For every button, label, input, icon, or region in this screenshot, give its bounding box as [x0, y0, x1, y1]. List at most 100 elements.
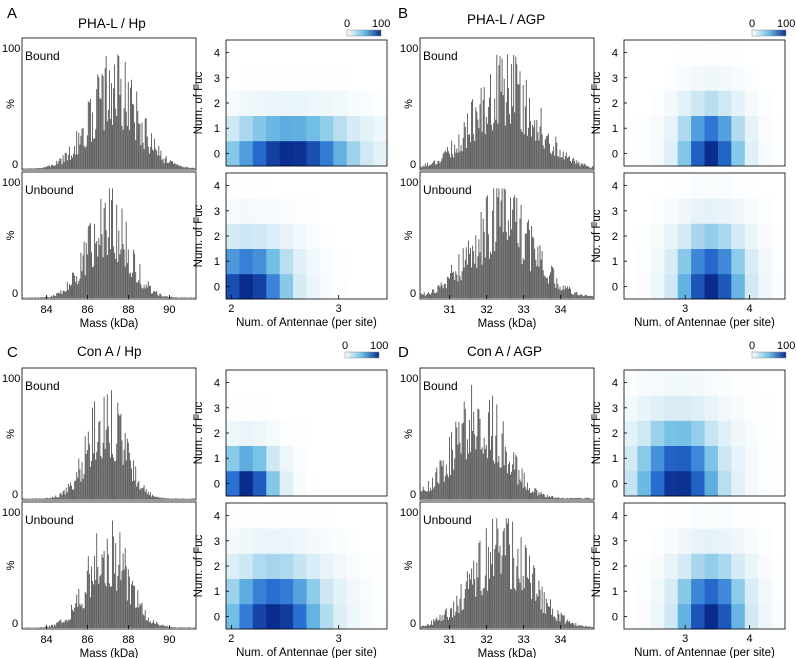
spectrum-unbound: Unbound 100 0% 31 32 33 34 Mass (kDa): [400, 501, 595, 658]
heatmap-cell: [266, 395, 281, 421]
heatmap-cell: [704, 578, 719, 605]
heatmap-cell: [744, 248, 759, 275]
heatmap-cell: [624, 273, 638, 300]
colorbar-bar: [346, 29, 382, 37]
heatmap-cell: [306, 420, 321, 446]
heatmap-cell: [266, 420, 281, 446]
heatmap-cell: [346, 553, 361, 579]
heatmap-ytick-label: 2: [214, 231, 220, 243]
heatmap-cell: [346, 420, 361, 446]
heatmap-cell: [319, 140, 334, 167]
heatmap-xtick-label: 3: [336, 303, 342, 315]
heatmap-cell: [239, 90, 254, 116]
heatmap-cell: [226, 198, 240, 224]
heatmap-cell: [771, 140, 786, 167]
heatmap-cell: [758, 470, 772, 497]
heatmap-cell: [758, 370, 772, 396]
heatmap-x-label: Num. of Antennae (per site): [236, 317, 377, 329]
heatmap-ytick-label: 2: [214, 561, 220, 573]
heatmap-cell: [624, 370, 638, 396]
heatmap-ytick-label: 3: [612, 536, 618, 548]
heatmap-cell: [306, 90, 321, 116]
heatmap-cell: [346, 248, 361, 275]
heatmap-cell: [226, 395, 240, 421]
heatmap-cell: [704, 140, 719, 167]
heatmap-cell: [650, 528, 665, 554]
heatmap-y-label: Num. of Fuc: [591, 401, 603, 464]
heatmap-y-label: Num. of Fuc: [193, 71, 205, 134]
heatmap-cell: [691, 90, 705, 116]
spectrum-xtick-label: 86: [81, 304, 93, 316]
heatmap-ytick-label: 4: [612, 378, 618, 390]
heatmap-cell: [333, 140, 348, 167]
heatmap-cell: [744, 65, 759, 91]
heatmap-cell: [771, 470, 786, 497]
heatmap-cell: [360, 603, 374, 630]
heatmap-cell: [650, 173, 665, 199]
heatmap-cell: [360, 395, 374, 421]
heatmap-cell: [624, 420, 638, 446]
spectrum-ytick-0: 0: [410, 618, 416, 630]
heatmap-cell: [333, 65, 348, 91]
heatmap-cell: [731, 420, 746, 446]
colorbar-min-label: 0: [344, 18, 350, 30]
heatmap-cell: [239, 140, 254, 167]
spectrum-xtick-label: 86: [81, 634, 93, 646]
heatmap-cell: [758, 273, 772, 300]
heatmap-cell: [624, 90, 638, 116]
heatmap-cell: [333, 603, 348, 630]
heatmap-cell: [731, 223, 746, 249]
heatmap-cell: [717, 115, 732, 142]
heatmap-cell: [279, 40, 294, 66]
heatmap-cell: [650, 603, 665, 630]
heatmap-cell: [677, 528, 692, 554]
heatmap-cell: [319, 65, 334, 91]
spectrum-y-label: %: [5, 560, 17, 570]
heatmap-cell: [731, 173, 746, 199]
heatmap-cell: [717, 603, 732, 630]
heatmap-cell: [239, 528, 254, 554]
heatmap-ytick-label: 4: [214, 48, 220, 60]
heatmap-ytick-label: 2: [612, 98, 618, 110]
heatmap-cell: [373, 248, 388, 275]
heatmap-bound: 0 1 2 3 4 Num. of Fuc: [193, 39, 388, 167]
heatmap-cell: [346, 445, 361, 472]
heatmap-ytick-label: 1: [214, 123, 220, 135]
heatmap-cell: [293, 470, 307, 497]
heatmap-cell: [758, 223, 772, 249]
heatmap-cell: [744, 173, 759, 199]
heatmap-ytick-label: 2: [214, 428, 220, 440]
heatmap-cell: [637, 420, 652, 446]
heatmap-cell: [333, 248, 348, 275]
heatmap-cell: [717, 90, 732, 116]
heatmap-cell: [677, 115, 692, 142]
heatmap-cell: [252, 223, 267, 249]
heatmap-cell: [744, 223, 759, 249]
heatmap-cell: [319, 503, 334, 529]
heatmap-cell: [346, 470, 361, 497]
heatmap-cell: [637, 140, 652, 167]
heatmap-cell: [717, 578, 732, 605]
heatmap-cell: [744, 273, 759, 300]
spectrum-x-label: Mass (kDa): [80, 318, 139, 330]
heatmap-cell: [360, 40, 374, 66]
heatmap-cell: [624, 140, 638, 167]
heatmap-cell: [677, 173, 692, 199]
spectrum-xtick-label: 31: [443, 304, 455, 316]
panel-letter: A: [7, 5, 17, 22]
heatmap-cell: [346, 90, 361, 116]
heatmap-cell: [306, 248, 321, 275]
spectrum-state-label: Unbound: [25, 513, 74, 527]
heatmap-unbound: 0 1 2 3 4 No. of Fuc 3 4 Num. of Antennae (per s…: [591, 172, 786, 329]
heatmap-cell: [758, 578, 772, 605]
heatmap-cell: [650, 248, 665, 275]
heatmap-cell: [373, 115, 388, 142]
heatmap-cell: [704, 65, 719, 91]
heatmap-cell: [758, 40, 772, 66]
heatmap-cell: [360, 223, 374, 249]
heatmap-cell: [333, 553, 348, 579]
heatmap-cell: [744, 603, 759, 630]
heatmap-cell: [758, 528, 772, 554]
